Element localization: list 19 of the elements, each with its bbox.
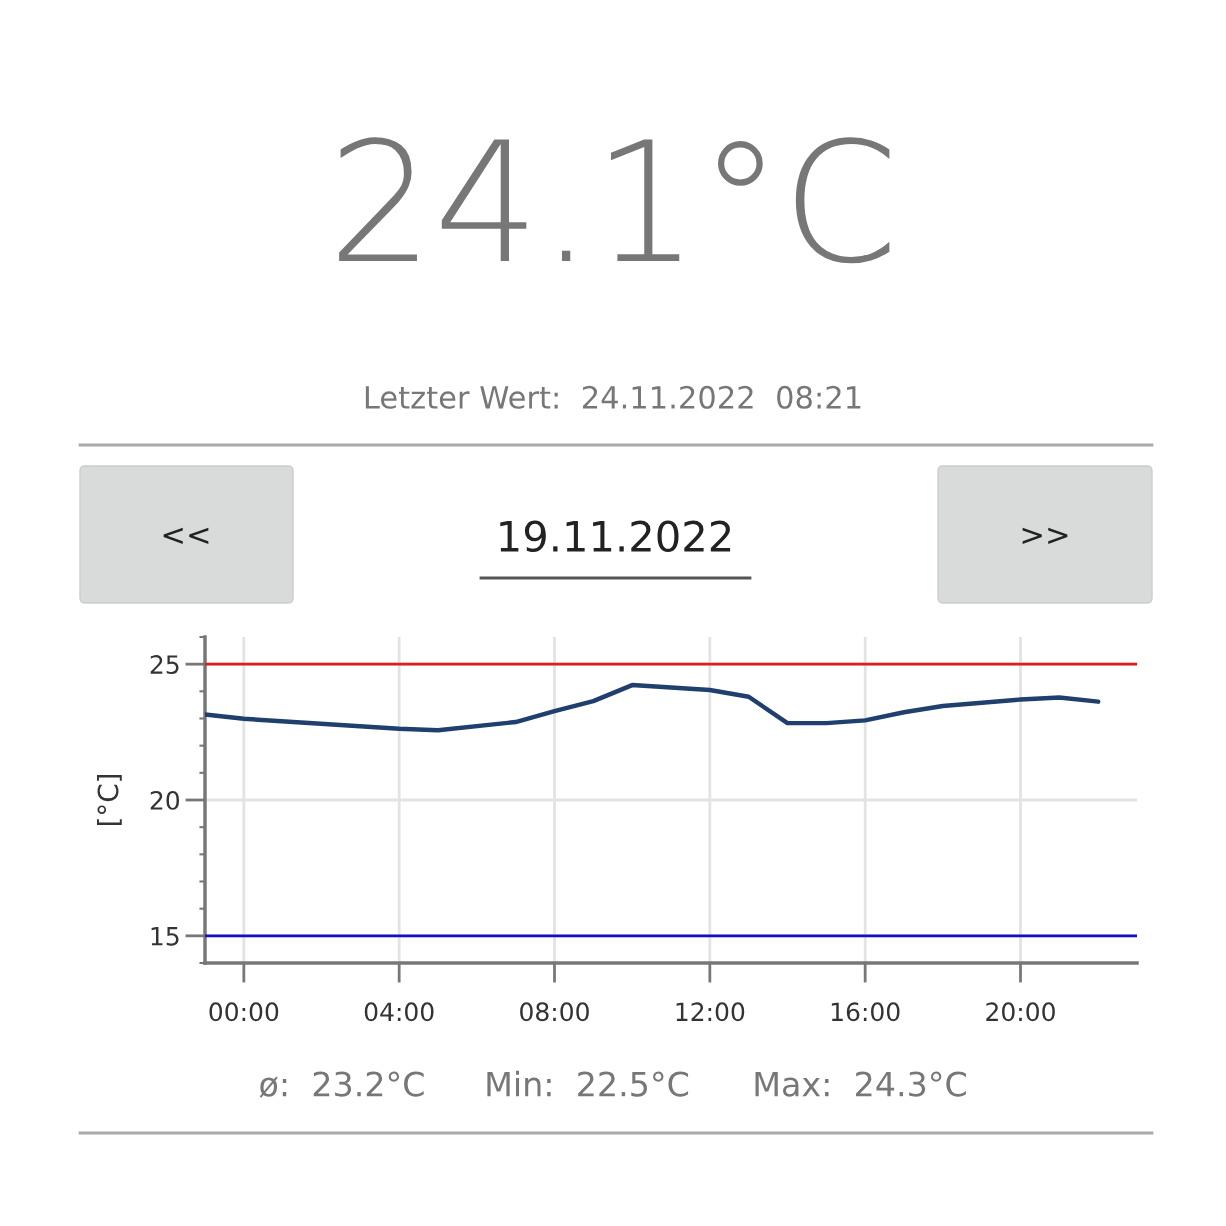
x-tick-label: 20:00 <box>986 1002 1055 1022</box>
text: >> <box>1022 527 1068 545</box>
y-tick-label: 25 <box>150 655 179 675</box>
y-axis-title: [°C] <box>97 774 122 826</box>
text: 19.11.2022 <box>500 520 731 553</box>
text: Min: 22.5°C <box>487 1070 689 1097</box>
x-tick-label: 04:00 <box>364 1002 434 1022</box>
y-tick-label: 20 <box>150 790 180 810</box>
line-series <box>205 682 1101 733</box>
chart-title: 24.1°C <box>339 137 890 264</box>
chart-subtitle: Letzter Wert: 24.11.2022 08:21 <box>365 385 861 409</box>
x-tick-label: 08:00 <box>520 1002 589 1022</box>
x-tick-label: 12:00 <box>676 1002 745 1022</box>
x-tick-label: 00:00 <box>209 1002 279 1022</box>
x-tick-label: 16:00 <box>831 1002 900 1022</box>
text: Max: 24.3°C <box>755 1071 966 1097</box>
y-tick-label: 15 <box>151 927 179 946</box>
text: << <box>163 527 209 545</box>
text: ø: 23.2°C <box>259 1071 424 1098</box>
